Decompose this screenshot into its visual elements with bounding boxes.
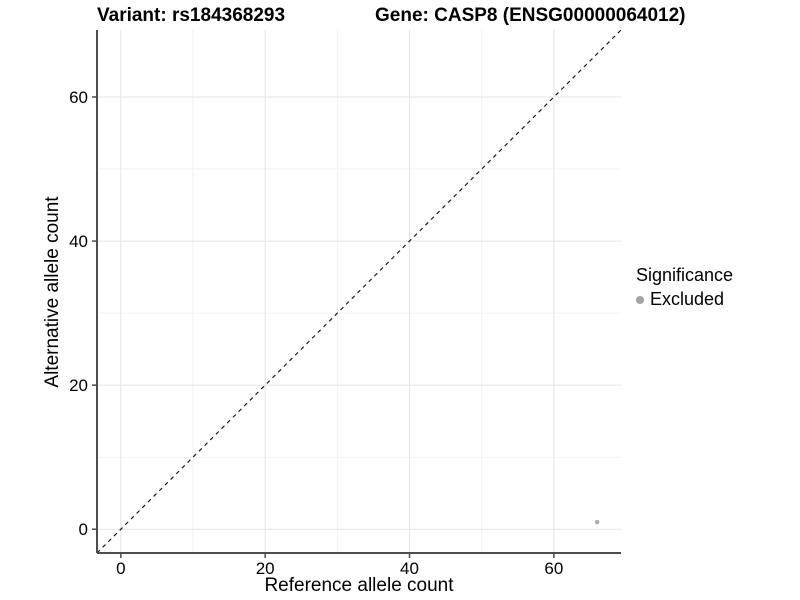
x-axis-title: Reference allele count	[264, 575, 454, 596]
legend-item: Excluded	[636, 289, 733, 310]
y-tick-label: 20	[69, 376, 88, 395]
legend-items: Excluded	[636, 289, 733, 310]
x-tick-label: 60	[544, 559, 563, 578]
plot-title-variant: Variant: rs184368293	[97, 5, 286, 26]
legend-key-dot-icon	[636, 295, 644, 304]
plot-title-gene: Gene: CASP8 (ENSG00000064012)	[375, 5, 686, 26]
y-tick-label: 0	[79, 520, 88, 539]
legend: Significance Excluded	[636, 265, 733, 310]
y-tick-label: 60	[69, 88, 88, 107]
x-tick-label: 0	[116, 559, 125, 578]
x-tick-label: 40	[400, 559, 419, 578]
legend-item-label: Excluded	[650, 289, 725, 309]
legend-title: Significance	[636, 265, 734, 285]
data-point	[594, 519, 600, 525]
identity-line	[96, 29, 622, 554]
y-axis-title: Alternative allele count	[42, 196, 63, 388]
x-tick-label: 20	[256, 559, 275, 578]
y-tick-label: 40	[69, 232, 88, 251]
